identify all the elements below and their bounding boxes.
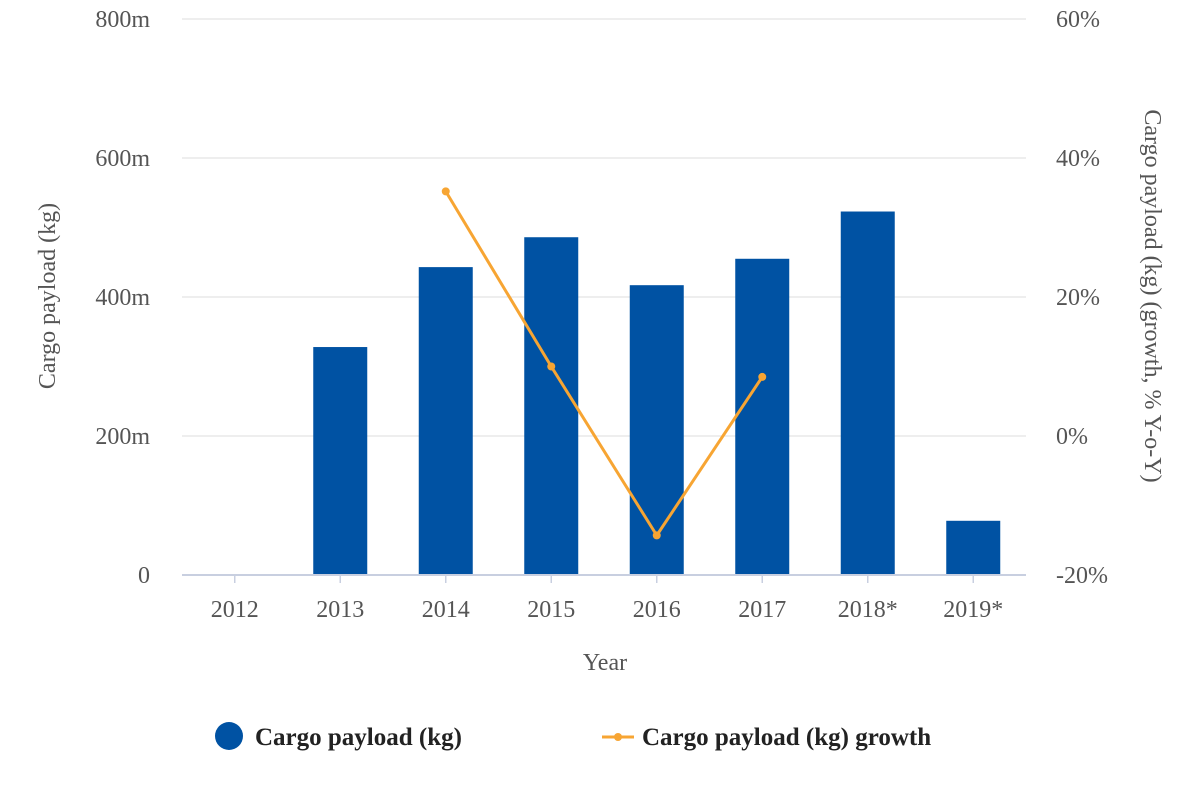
bar[interactable] xyxy=(946,520,1001,575)
x-tick-label: 2014 xyxy=(422,597,470,623)
y-tick-label: 0 xyxy=(138,563,150,589)
y-tick-label: 800m xyxy=(95,7,150,33)
x-tick-label: 2018* xyxy=(838,597,898,623)
growth-point[interactable] xyxy=(758,372,767,381)
bar[interactable] xyxy=(313,347,368,575)
y2-tick-label: 20% xyxy=(1056,285,1100,311)
grid-lines xyxy=(182,18,1026,437)
x-tick-label: 2017 xyxy=(738,597,786,623)
line-series xyxy=(441,187,767,540)
y-tick-label: 400m xyxy=(95,285,150,311)
axes: 0 -20% 200m 0% 400m 20% 600m 40% 800m 60% 2012 2013… xyxy=(95,7,1108,623)
y-axis-title: Cargo payload (kg) xyxy=(35,203,61,389)
growth-point[interactable] xyxy=(547,362,556,371)
y2-tick-label: 40% xyxy=(1056,146,1100,172)
bar[interactable] xyxy=(418,267,473,575)
legend-line-marker xyxy=(614,733,622,741)
y2-axis-title: Cargo payload (kg) (growth, % Y-o-Y) xyxy=(1139,109,1165,482)
legend: Cargo payload (kg) Cargo payload (kg) gr… xyxy=(215,722,931,751)
bar[interactable] xyxy=(735,258,790,575)
x-axis-title: Year xyxy=(583,650,627,676)
growth-point[interactable] xyxy=(652,531,661,540)
legend-item-bar[interactable]: Cargo payload (kg) xyxy=(215,722,462,751)
legend-bar-label: Cargo payload (kg) xyxy=(255,724,462,751)
legend-bar-symbol xyxy=(215,722,243,750)
x-tick-label: 2015 xyxy=(527,597,575,623)
growth-point[interactable] xyxy=(441,187,450,196)
bar[interactable] xyxy=(629,285,684,575)
bar[interactable] xyxy=(840,211,895,575)
y2-tick-label: 0% xyxy=(1056,424,1088,450)
growth-line xyxy=(444,190,764,537)
x-tick-label: 2019* xyxy=(943,597,1003,623)
bar[interactable] xyxy=(524,237,579,576)
y2-tick-label: 60% xyxy=(1056,7,1100,33)
x-tick-label: 2013 xyxy=(316,597,364,623)
bar-series xyxy=(313,211,1001,576)
y2-tick-label: -20% xyxy=(1056,563,1108,589)
legend-line-label: Cargo payload (kg) growth xyxy=(642,724,931,751)
y-tick-label: 200m xyxy=(95,424,150,450)
legend-item-line[interactable]: Cargo payload (kg) growth xyxy=(602,724,931,751)
x-tick-label: 2016 xyxy=(633,597,681,623)
x-tick-label: 2012 xyxy=(211,597,259,623)
y-tick-label: 600m xyxy=(95,146,150,172)
